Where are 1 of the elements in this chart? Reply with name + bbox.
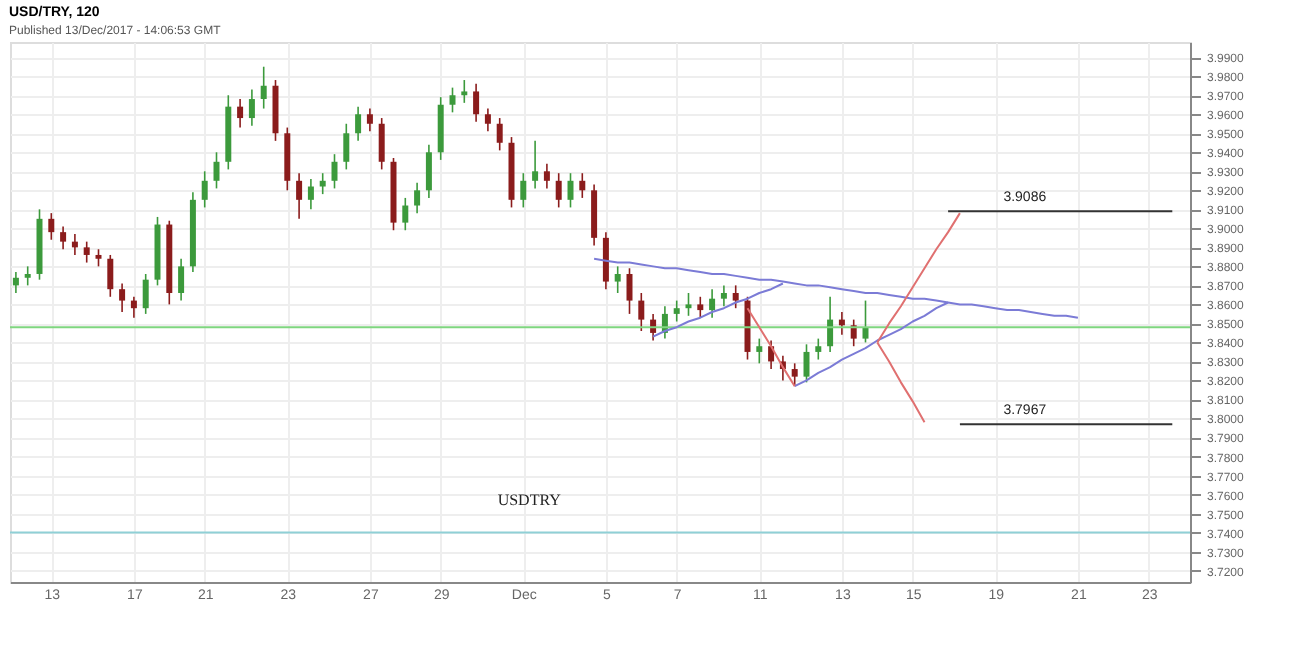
annotation: USDTRY: [497, 491, 562, 509]
